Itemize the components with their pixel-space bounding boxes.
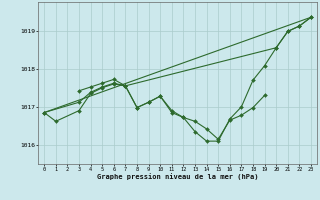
X-axis label: Graphe pression niveau de la mer (hPa): Graphe pression niveau de la mer (hPa) <box>97 173 258 180</box>
